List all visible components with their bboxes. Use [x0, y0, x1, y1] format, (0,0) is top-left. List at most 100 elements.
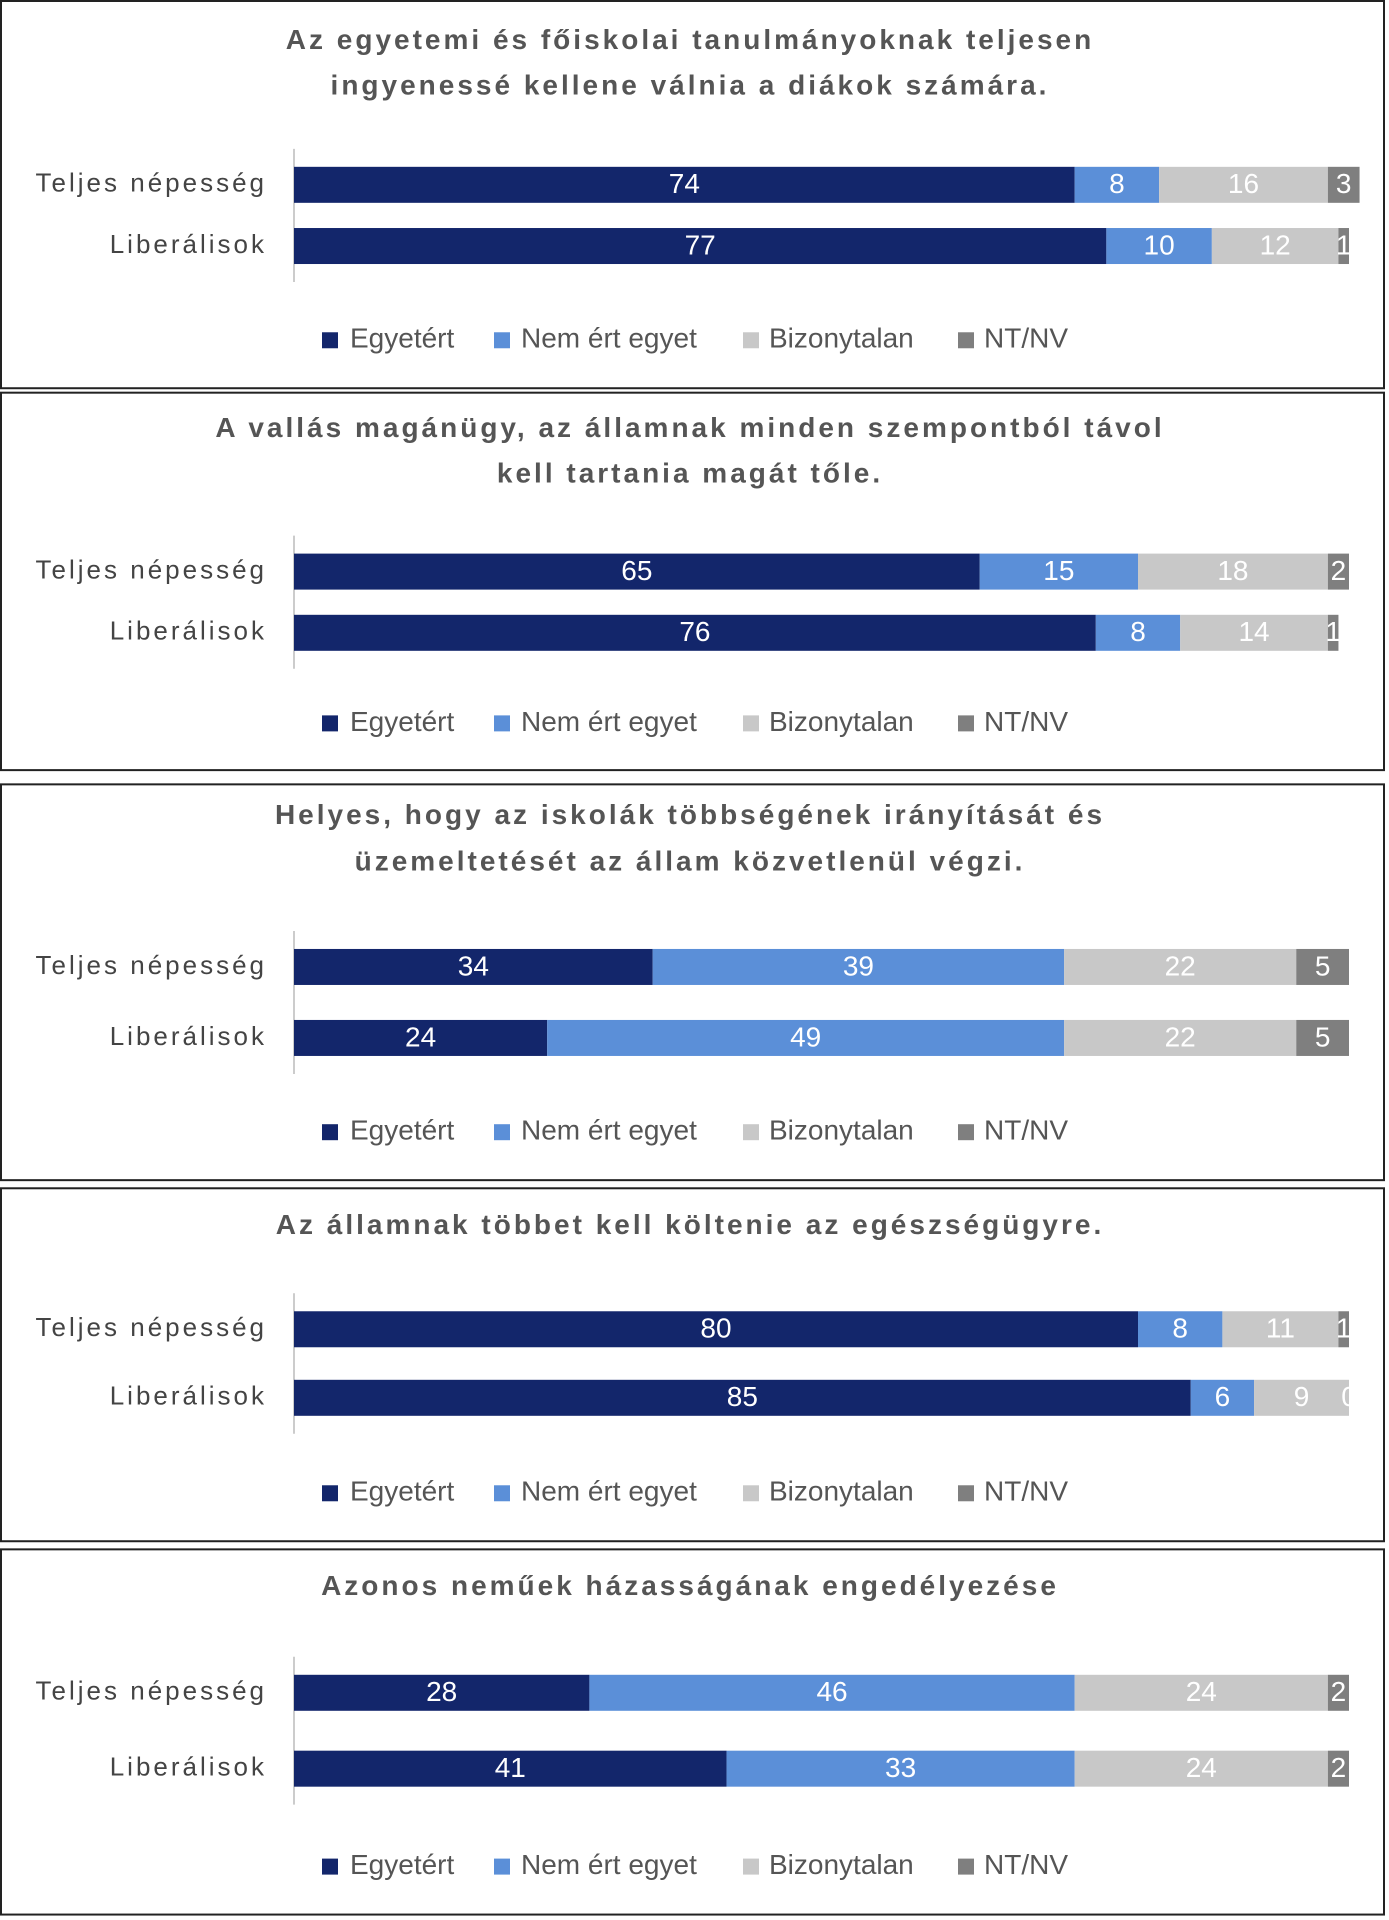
legend-swatch [322, 1124, 338, 1141]
bar-segment [1074, 1750, 1328, 1787]
category-label: Teljes népesség [36, 1312, 267, 1342]
value-label: 24 [1186, 1752, 1217, 1783]
bar-segment [1296, 1019, 1349, 1056]
value-label: 49 [790, 1021, 821, 1052]
legend-swatch [322, 1485, 338, 1502]
bar-segment [1338, 228, 1349, 265]
bar-segment [1064, 1019, 1297, 1056]
category-label: Teljes népesség [36, 1676, 267, 1706]
value-label: 16 [1228, 168, 1259, 199]
bar-segment [294, 1019, 548, 1056]
value-label: 33 [885, 1752, 916, 1783]
bar-segment [1327, 1674, 1349, 1711]
value-label: 8 [1172, 1313, 1188, 1344]
value-label: 22 [1165, 950, 1196, 981]
value-label: 1 [1336, 229, 1352, 260]
legend-swatch [958, 1485, 974, 1502]
value-label: 1 [1336, 1313, 1352, 1344]
panel-border [0, 783, 1385, 1182]
value-label: 0 [1341, 1381, 1357, 1412]
bar-segment [1180, 614, 1328, 651]
legend-swatch [743, 1485, 759, 1502]
value-label: 46 [816, 1676, 847, 1707]
legend-swatch [958, 715, 974, 732]
category-label: Teljes népesség [36, 168, 267, 198]
bar-segment [1106, 228, 1212, 265]
bar-segment [979, 553, 1138, 590]
legend-label: Egyetért [350, 1115, 454, 1146]
value-label: 41 [495, 1752, 526, 1783]
chart-title: ingyenessé kellene válnia a diákok számá… [331, 69, 1050, 100]
legend-label: Egyetért [350, 706, 454, 737]
value-label: 77 [685, 229, 716, 260]
legend-swatch [743, 332, 759, 349]
legend-label: NT/NV [984, 323, 1068, 354]
legend-swatch [958, 332, 974, 349]
bar-segment [294, 228, 1107, 265]
panel-border [0, 0, 1385, 390]
legend-swatch [743, 1858, 759, 1875]
value-label: 65 [621, 555, 652, 586]
bar-segment [1095, 614, 1181, 651]
value-label: 18 [1217, 555, 1248, 586]
bar-segment [1296, 948, 1349, 985]
value-label: 2 [1331, 1752, 1347, 1783]
panel-border [0, 391, 1385, 772]
bar-segment [294, 1379, 1191, 1416]
value-label: 80 [700, 1313, 731, 1344]
bar-segment [1064, 948, 1297, 985]
value-label: 28 [426, 1676, 457, 1707]
bar-segment [1327, 614, 1339, 651]
legend-swatch [322, 715, 338, 732]
value-label: 74 [669, 168, 700, 199]
chart-title: Helyes, hogy az iskolák többségének irán… [275, 799, 1105, 830]
value-label: 3 [1336, 168, 1352, 199]
bar-segment [294, 1674, 590, 1711]
legend-swatch [322, 332, 338, 349]
bar-segment [1222, 1311, 1339, 1348]
value-label: 8 [1130, 616, 1146, 647]
legend-swatch [494, 1124, 510, 1141]
bar-segment [1190, 1379, 1255, 1416]
legend-label: NT/NV [984, 1115, 1068, 1146]
bar-segment [1327, 1750, 1349, 1787]
category-label: Liberálisok [110, 1752, 267, 1782]
chart-title: kell tartania magát tőle. [497, 457, 883, 488]
bar-segment [1159, 166, 1328, 203]
chart-title: Azonos neműek házasságának engedélyezése [321, 1570, 1059, 1601]
bar-segment [294, 948, 653, 985]
legend-label: Nem ért egyet [521, 323, 697, 354]
value-label: 9 [1294, 1381, 1310, 1412]
legend-swatch [322, 1858, 338, 1875]
value-label: 2 [1331, 555, 1347, 586]
legend-label: Bizonytalan [769, 706, 914, 737]
legend-label: Bizonytalan [769, 1476, 914, 1507]
legend-swatch [958, 1858, 974, 1875]
bar-segment [652, 948, 1065, 985]
value-label: 34 [458, 950, 489, 981]
bar-segment [1327, 553, 1349, 590]
value-label: 22 [1165, 1021, 1196, 1052]
chart-title: Az egyetemi és főiskolai tanulmányoknak … [286, 24, 1094, 55]
value-label: 10 [1144, 229, 1175, 260]
legend-label: NT/NV [984, 706, 1068, 737]
legend-swatch [743, 1124, 759, 1141]
legend-label: Bizonytalan [769, 1849, 914, 1880]
chart-title: Az államnak többet kell költenie az egés… [276, 1209, 1104, 1240]
value-label: 1 [1325, 616, 1341, 647]
bar-segment [1327, 166, 1360, 203]
value-label: 5 [1315, 1021, 1331, 1052]
legend-label: Egyetért [350, 323, 454, 354]
legend-label: Nem ért egyet [521, 1849, 697, 1880]
bar-segment [1074, 1674, 1328, 1711]
bar-segment [726, 1750, 1075, 1787]
legend-swatch [743, 715, 759, 732]
legend-swatch [494, 715, 510, 732]
legend-label: Nem ért egyet [521, 706, 697, 737]
bar-segment [1211, 228, 1339, 265]
category-label: Teljes népesség [36, 554, 267, 584]
legend-swatch [494, 332, 510, 349]
legend-label: NT/NV [984, 1849, 1068, 1880]
bar-segment [547, 1019, 1065, 1056]
